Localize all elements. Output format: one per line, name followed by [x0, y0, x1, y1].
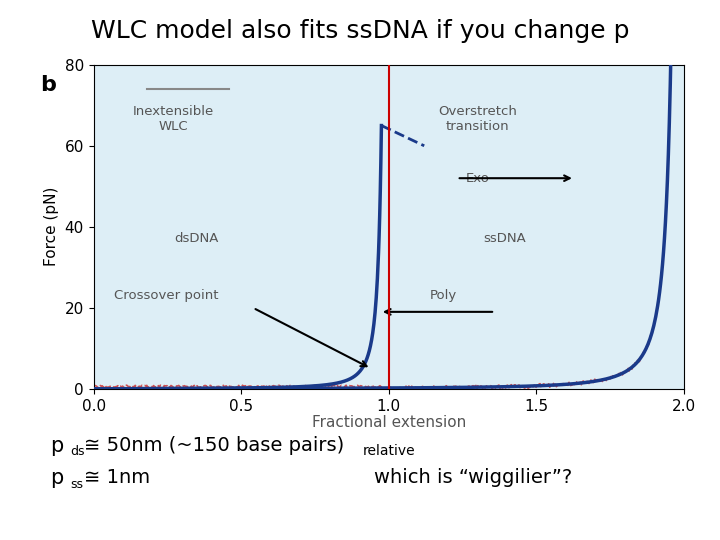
Text: ≅ 1nm: ≅ 1nm — [84, 468, 150, 488]
Text: ss: ss — [70, 478, 83, 491]
X-axis label: Fractional extension: Fractional extension — [312, 415, 466, 430]
Text: ≅ 50nm (~150 base pairs): ≅ 50nm (~150 base pairs) — [84, 436, 343, 455]
Y-axis label: Force (pN): Force (pN) — [44, 187, 59, 266]
Text: WLC model also fits ssDNA if you change p: WLC model also fits ssDNA if you change … — [91, 19, 629, 43]
Text: Crossover point: Crossover point — [114, 289, 219, 302]
Text: Poly: Poly — [430, 289, 457, 302]
Text: p: p — [50, 468, 63, 488]
Text: Overstretch
transition: Overstretch transition — [438, 105, 517, 133]
Text: Exo: Exo — [466, 172, 490, 185]
Text: ssDNA: ssDNA — [483, 232, 526, 246]
Text: b: b — [40, 75, 56, 94]
Text: relative: relative — [362, 444, 415, 458]
Text: p: p — [50, 435, 63, 456]
Text: Inextensible
WLC: Inextensible WLC — [132, 105, 214, 133]
Text: ds: ds — [70, 446, 84, 458]
Text: dsDNA: dsDNA — [175, 232, 219, 246]
Text: which is “wiggilier”?: which is “wiggilier”? — [374, 468, 572, 488]
